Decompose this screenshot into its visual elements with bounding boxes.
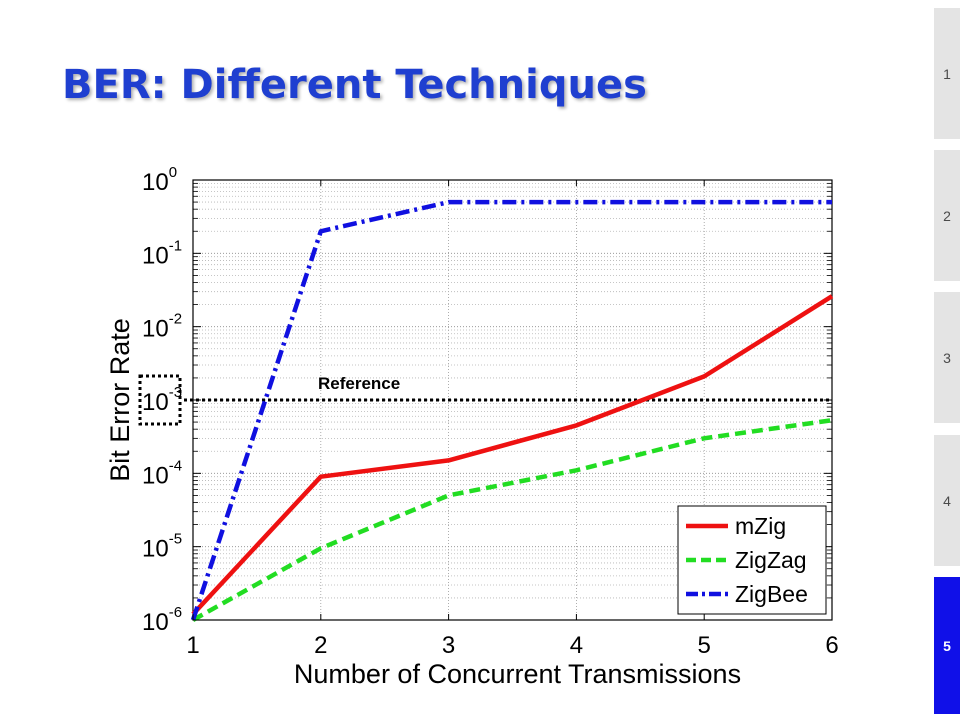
nav-tab-4[interactable]: 4 (934, 435, 960, 566)
y-tick-label: 10-4 (142, 457, 182, 489)
x-tick-label: 3 (442, 632, 455, 659)
legend-label: ZigZag (735, 547, 807, 573)
nav-tab-3[interactable]: 3 (934, 292, 960, 423)
x-tick-labels: 1 2 3 4 5 6 (186, 180, 839, 659)
nav-tab-1[interactable]: 1 (934, 8, 960, 139)
y-tick-label: 10-5 (142, 531, 182, 563)
series-layer (190, 199, 834, 622)
y-tick-label: 10-2 (142, 311, 182, 343)
series-line-zigzag (191, 417, 833, 622)
reference-label: Reference (318, 374, 400, 393)
series-line-zigbee (190, 199, 832, 621)
chart-legend: mZig ZigZag ZigBee (677, 505, 827, 615)
ber-chart: Reference 1 2 3 4 5 6 100 10-1 10-2 10-3 10-4 10-5… (105, 164, 839, 689)
y-tick-label: 10-1 (142, 237, 182, 269)
legend-label: mZig (735, 513, 786, 539)
nav-tab-2[interactable]: 2 (934, 150, 960, 281)
x-tick-label: 1 (186, 632, 199, 659)
nav-tab-5[interactable]: 5 (934, 577, 960, 714)
series-line-mzig (191, 294, 834, 616)
x-tick-label: 6 (825, 632, 838, 659)
reference-marker: Reference (138, 374, 832, 426)
legend-label: ZigBee (735, 581, 808, 607)
x-tick-label: 4 (570, 632, 583, 659)
y-tick-label: 10-6 (142, 604, 182, 636)
y-axis-title: Bit Error Rate (105, 318, 135, 482)
y-tick-labels: 100 10-1 10-2 10-3 10-4 10-5 10-6 (142, 164, 832, 636)
y-tick-label: 10-3 (142, 384, 182, 416)
reference-tick-box (138, 374, 182, 426)
x-tick-label: 2 (314, 632, 327, 659)
slide-title: BER: Different Techniques (62, 62, 647, 108)
y-tick-label: 100 (142, 164, 177, 196)
x-tick-label: 5 (698, 632, 711, 659)
x-axis-title: Number of Concurrent Transmissions (294, 659, 741, 689)
